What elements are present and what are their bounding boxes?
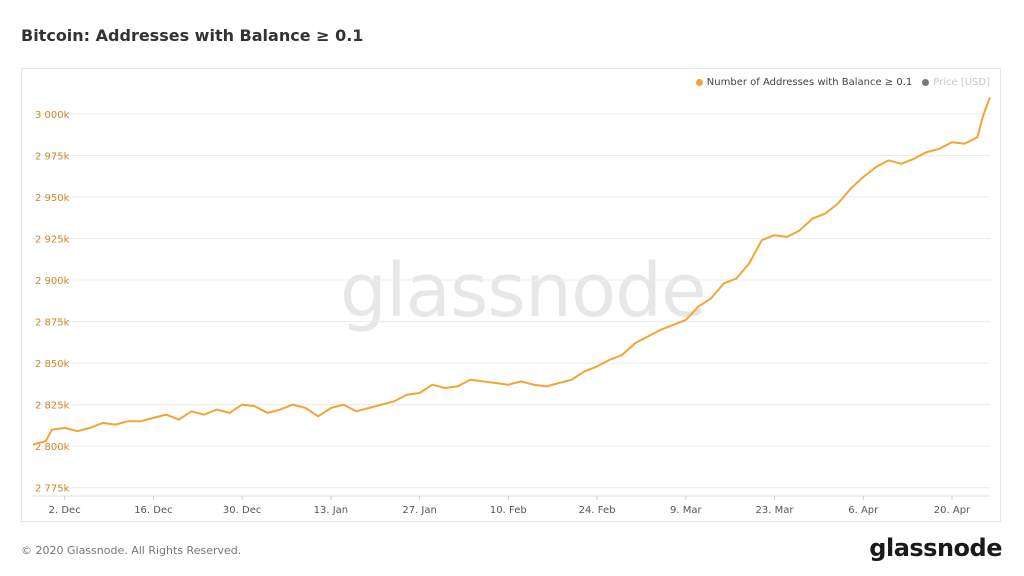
legend-label-price: Price [USD] [933,77,990,88]
x-tick-label: 20. Apr [934,505,971,516]
copyright-footer: © 2020 Glassnode. All Rights Reserved. [21,544,242,557]
x-tick-label: 23. Mar [756,505,795,516]
x-tick-label: 10. Feb [490,505,527,516]
legend-label-addresses: Number of Addresses with Balance ≥ 0.1 [706,77,913,88]
series-line-addresses [32,96,991,446]
legend-dot-icon [695,79,703,86]
y-tick-label: 2 850k [35,359,70,370]
legend-dot-icon [922,79,930,86]
x-tick-label: 16. Dec [134,505,172,516]
x-tick-label: 9. Mar [670,505,702,516]
y-tick-label: 2 900k [35,276,70,287]
chart-title: Bitcoin: Addresses with Balance ≥ 0.1 [21,26,364,45]
legend-item-price[interactable]: Price [USD] [922,77,990,88]
y-tick-label: 2 975k [35,151,70,162]
y-tick-label: 2 950k [35,193,70,204]
x-tick-label: 6. Apr [848,505,879,516]
y-tick-label: 2 875k [35,318,70,329]
x-tick-label: 30. Dec [223,505,261,516]
brand-logo: glassnode [869,534,1002,562]
y-tick-label: 2 800k [35,442,70,453]
x-tick-label: 24. Feb [579,505,616,516]
chart-frame [21,68,1001,522]
y-tick-label: 2 775k [35,484,70,495]
x-tick-label: 13. Jan [314,505,349,516]
y-tick-label: 3 000k [35,110,70,121]
x-tick-label: 27. Jan [402,505,437,516]
legend: Number of Addresses with Balance ≥ 0.1 P… [695,77,990,88]
legend-item-addresses[interactable]: Number of Addresses with Balance ≥ 0.1 [695,77,913,88]
x-tick-label: 2. Dec [49,505,81,516]
y-tick-label: 2 825k [35,401,70,412]
y-tick-label: 2 925k [35,235,70,246]
